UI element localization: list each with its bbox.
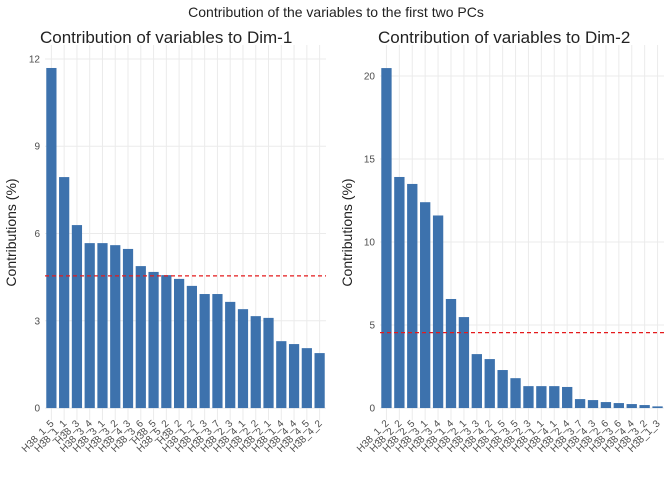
bar xyxy=(536,386,547,409)
bar xyxy=(562,386,573,409)
bar xyxy=(301,348,312,409)
bar xyxy=(110,245,121,409)
panel: Contribution of variables to Dim-2 Contri… xyxy=(339,28,664,455)
bar xyxy=(381,68,392,409)
bar xyxy=(199,294,210,409)
y-tick-label: 5 xyxy=(369,321,375,332)
y-axis-label: Contributions (%) xyxy=(3,178,19,286)
bar xyxy=(626,404,637,409)
bar xyxy=(458,317,470,409)
bar xyxy=(652,406,663,409)
bar xyxy=(394,176,405,409)
bar xyxy=(212,294,223,409)
bar xyxy=(97,243,108,409)
y-tick-label: 20 xyxy=(364,72,376,83)
bar xyxy=(135,266,146,409)
panel-title: Contribution of variables to Dim-1 xyxy=(40,28,292,47)
bar xyxy=(250,316,261,409)
bar xyxy=(510,378,521,409)
bar xyxy=(314,353,325,409)
bar xyxy=(600,402,612,409)
bar xyxy=(288,344,300,409)
bar xyxy=(71,225,83,409)
bar xyxy=(587,400,599,409)
bar xyxy=(471,354,482,409)
bar xyxy=(263,317,274,409)
bar xyxy=(484,359,495,409)
bar xyxy=(46,67,57,409)
y-tick-label: 0 xyxy=(34,404,40,415)
bar xyxy=(420,202,431,409)
bar xyxy=(161,275,172,409)
bar xyxy=(225,301,236,409)
bar xyxy=(549,386,560,409)
y-axis-label: Contributions (%) xyxy=(339,178,355,286)
y-tick-label: 10 xyxy=(364,238,376,249)
bar xyxy=(276,341,287,409)
panel: Contribution of variables to Dim-1 Contri… xyxy=(3,28,326,455)
y-tick-label: 3 xyxy=(34,316,40,327)
bar xyxy=(148,271,159,409)
bar xyxy=(59,177,70,409)
bar xyxy=(122,248,134,409)
bar xyxy=(237,309,249,409)
y-tick-label: 0 xyxy=(369,404,375,415)
figure-title: Contribution of the variables to the fir… xyxy=(188,4,484,20)
bar xyxy=(174,278,185,409)
y-tick-label: 12 xyxy=(29,54,41,65)
bar xyxy=(432,215,444,409)
bar xyxy=(84,243,95,409)
bar xyxy=(407,183,418,409)
bar xyxy=(574,399,586,409)
bar xyxy=(445,298,457,409)
bar xyxy=(639,405,650,409)
y-tick-label: 9 xyxy=(34,142,40,153)
y-tick-label: 6 xyxy=(34,229,40,240)
bar xyxy=(523,386,534,409)
bar xyxy=(613,403,624,409)
y-tick-label: 15 xyxy=(364,155,376,166)
bar xyxy=(186,285,197,409)
bar xyxy=(497,370,508,409)
panel-title: Contribution of variables to Dim-2 xyxy=(378,28,630,47)
